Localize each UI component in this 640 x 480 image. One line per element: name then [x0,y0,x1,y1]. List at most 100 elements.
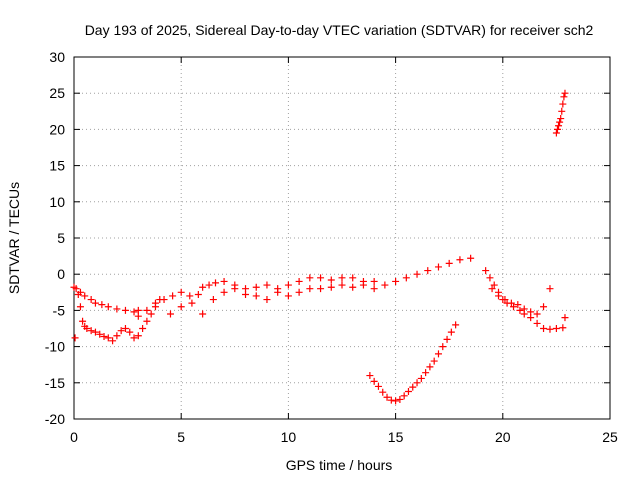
data-point [186,292,194,300]
y-tick-label: -15 [45,375,65,391]
data-point [71,334,79,342]
data-point [434,263,442,271]
data-point [349,274,357,282]
data-point [263,281,271,289]
data-point [100,332,108,340]
y-tick-label: 30 [49,49,65,65]
data-point [160,296,168,304]
data-point [561,89,569,97]
data-point [327,283,335,291]
series-outliers [71,314,569,342]
data-point [527,308,535,316]
data-point [486,274,494,282]
data-point [130,334,138,342]
data-point [147,310,155,318]
data-point [306,285,314,293]
series-track-morning-lower [166,283,335,318]
data-point [452,321,460,329]
data-point [295,288,303,296]
data-point [404,387,412,395]
x-tick-label: 0 [70,429,78,445]
data-point [396,395,404,403]
data-point [194,290,202,298]
data-point [366,372,374,380]
data-point [284,292,292,300]
data-points [70,89,569,405]
data-point [252,283,260,291]
data-point [559,324,567,332]
data-point [552,129,560,137]
series-track-morning [134,274,378,320]
data-point [510,303,518,311]
data-point [87,296,95,304]
data-point [104,334,112,342]
data-point [501,296,509,304]
y-axis-title: SDTVAR / TECUs [6,182,22,294]
data-point [482,267,490,275]
data-point [359,281,367,289]
data-point [392,397,400,405]
data-point [220,288,228,296]
data-point [169,292,177,300]
data-point [143,306,151,314]
data-point [143,317,151,325]
data-point [561,314,569,322]
data-point [109,337,117,345]
data-point [263,296,271,304]
y-tick-label: 5 [57,230,65,246]
data-point [383,393,391,401]
data-point [400,392,408,400]
data-point [409,383,417,391]
x-tick-label: 10 [281,429,297,445]
data-point [349,283,357,291]
series-track-afternoon [338,254,475,293]
data-point [98,301,106,309]
x-tick-label: 5 [177,429,185,445]
data-point [126,328,134,336]
data-point [413,379,421,387]
data-point [121,325,129,332]
x-tick-label: 15 [388,429,404,445]
data-point [113,305,121,313]
data-point [104,303,112,311]
data-point [317,285,325,293]
data-point [434,350,442,358]
data-point [447,328,455,336]
data-point [306,274,314,282]
y-tick-label: 20 [49,121,65,137]
data-point [91,328,99,336]
series-track-evening [482,267,567,333]
data-point [72,285,80,293]
data-point [242,290,250,298]
series-track-start [70,283,164,345]
data-point [96,330,104,338]
data-point [456,256,464,264]
grid-lines [74,57,610,419]
data-point [177,303,185,311]
data-point [79,317,87,325]
x-axis-title: GPS time / hours [286,457,393,473]
data-point [439,343,447,351]
data-point [426,363,434,371]
data-point [205,281,213,289]
data-point [445,259,453,267]
data-point [166,310,174,318]
y-tick-label: 15 [49,158,65,174]
y-tick-label: 25 [49,85,65,101]
data-point [199,310,207,318]
data-point [327,276,335,284]
data-point [516,306,524,314]
data-point [430,357,438,365]
data-point [252,292,260,300]
data-point [555,122,563,130]
axis-ticks: 0 5 10 15 20 25 -20 -15 -10 -5 0 5 10 15 20 25 30 [45,49,618,445]
data-point [559,100,567,108]
data-point [151,299,159,307]
data-point [338,281,346,289]
data-point [284,281,292,289]
series-track-dip [366,321,460,405]
data-point [488,285,496,293]
data-point [495,292,503,300]
